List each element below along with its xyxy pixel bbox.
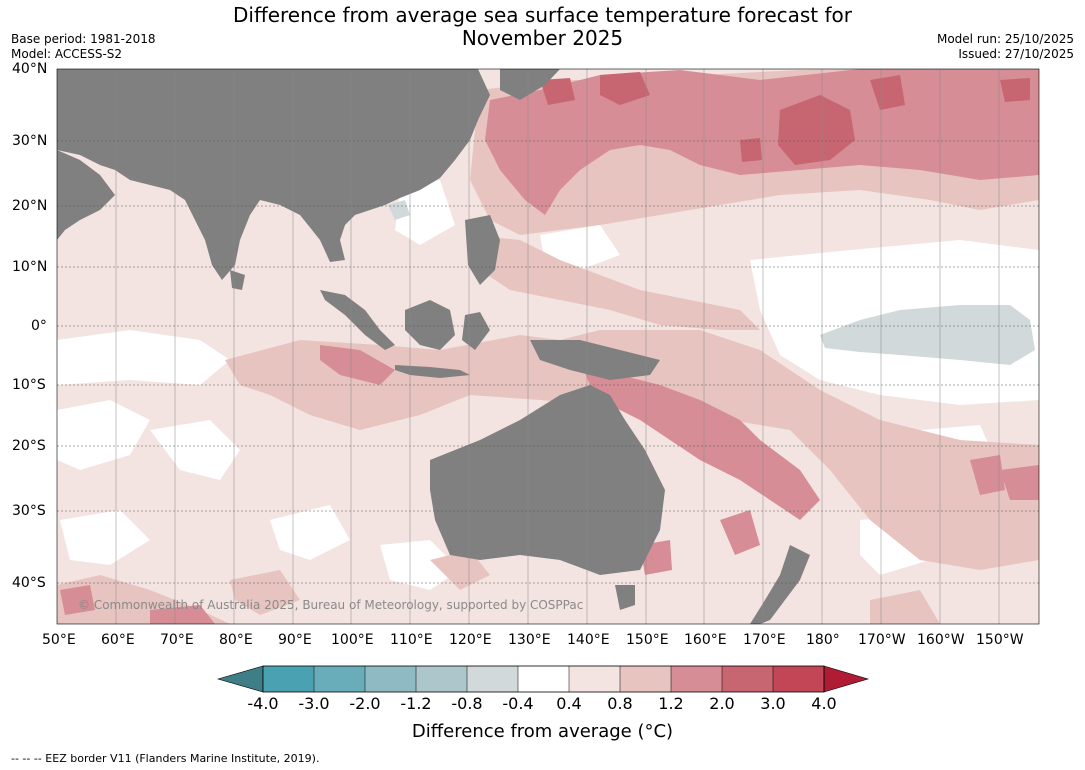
colorbar-tick: -0.4 — [502, 694, 534, 713]
colorbar-tick: 4.0 — [811, 694, 837, 713]
colorbar — [216, 665, 870, 693]
lat-label: 10°N — [12, 259, 48, 275]
colorbar-segment — [569, 666, 620, 692]
lon-label: 150°W — [976, 632, 1024, 648]
colorbar-segment — [467, 666, 518, 692]
colorbar-segment — [722, 666, 773, 692]
meridians — [115, 69, 1000, 624]
lon-label: 80°E — [219, 632, 253, 648]
cool-anomaly-patch — [820, 305, 1035, 365]
map-content — [57, 69, 1039, 624]
colorbar-tick: 3.0 — [760, 694, 786, 713]
australia — [430, 385, 665, 575]
colorbar-low-arrow — [216, 665, 264, 693]
arabia-landmass — [57, 150, 115, 240]
copyright-note: © Commonwealth of Australia 2025, Bureau… — [78, 598, 584, 612]
colorbar-high-arrow — [823, 665, 870, 693]
lat-label: 40°N — [12, 61, 48, 77]
base-period: Base period: 1981-2018 — [11, 32, 156, 46]
colorbar-segment — [263, 666, 314, 692]
lon-label: 60°E — [101, 632, 135, 648]
colorbar-tick: 0.4 — [556, 694, 582, 713]
lon-label: 120°E — [449, 632, 492, 648]
colorbar-segment — [314, 666, 365, 692]
lon-label: 90°E — [278, 632, 312, 648]
colorbar-segment — [518, 666, 569, 692]
lat-label: 20°S — [12, 438, 46, 454]
asia-landmass — [57, 69, 490, 280]
japan — [500, 69, 560, 100]
colorbar-segment — [416, 666, 467, 692]
sumatra — [320, 290, 395, 350]
borneo — [405, 300, 455, 350]
lon-label: 100°E — [331, 632, 374, 648]
lat-label: 30°N — [12, 133, 48, 149]
meta-left: Base period: 1981-2018 Model: ACCESS-S2 — [11, 32, 156, 62]
lon-label: 70°E — [160, 632, 194, 648]
lon-label: 170°W — [858, 632, 906, 648]
model-name: Model: ACCESS-S2 — [11, 47, 123, 61]
lon-label: 150°E — [626, 632, 669, 648]
colorbar-tick: -2.0 — [349, 694, 381, 713]
colorbar-dividers — [313, 666, 774, 692]
colorbar-tick: 1.2 — [658, 694, 684, 713]
map-title: Difference from average sea surface temp… — [0, 4, 1085, 50]
colorbar-tick: 2.0 — [709, 694, 735, 713]
land-masses — [57, 69, 810, 624]
model-run: Model run: 25/10/2025 — [936, 32, 1074, 46]
lon-label: 160°W — [917, 632, 965, 648]
map-frame — [56, 68, 1040, 625]
title-line-1: Difference from average sea surface temp… — [232, 3, 852, 27]
colorbar-segment — [671, 666, 722, 692]
eez-footer-note: -- -- -- EEZ border V11 (Flanders Marine… — [11, 752, 320, 765]
title-line-2: November 2025 — [461, 26, 624, 50]
lat-label: 10°S — [12, 377, 46, 393]
new-zealand — [750, 545, 810, 624]
lon-label: 170°E — [743, 632, 786, 648]
meta-right: Model run: 25/10/2025 Issued: 27/10/2025 — [937, 32, 1074, 62]
lon-label: 160°E — [684, 632, 727, 648]
cool-anomaly-small — [388, 200, 410, 220]
colorbar-tick: -0.8 — [451, 694, 483, 713]
anomaly-2-0-3-0 — [540, 72, 1030, 165]
colorbar-tick: -4.0 — [247, 694, 279, 713]
lon-label: 140°E — [567, 632, 610, 648]
colorbar-segment — [773, 666, 824, 692]
lat-label: 0° — [31, 318, 47, 334]
colorbar-tick: -3.0 — [298, 694, 330, 713]
colorbar-segment — [620, 666, 671, 692]
colorbar-tick: 0.8 — [607, 694, 633, 713]
issued-date: Issued: 27/10/2025 — [958, 47, 1074, 61]
colorbar-segment — [365, 666, 416, 692]
colorbar-label: Difference from average (°C) — [411, 721, 674, 742]
new-guinea — [530, 340, 660, 380]
java — [395, 365, 470, 378]
colorbar-tick: -1.2 — [400, 694, 432, 713]
colorbar-frame — [262, 665, 825, 693]
lon-label: 130°E — [508, 632, 551, 648]
lat-label: 20°N — [12, 198, 48, 214]
lon-label: 110°E — [390, 632, 433, 648]
tasmania — [615, 585, 635, 610]
philippines — [465, 215, 500, 285]
lon-label: 50°E — [42, 632, 76, 648]
lon-label: 180° — [806, 632, 840, 648]
lat-label: 40°S — [12, 575, 46, 591]
lat-label: 30°S — [12, 503, 46, 519]
